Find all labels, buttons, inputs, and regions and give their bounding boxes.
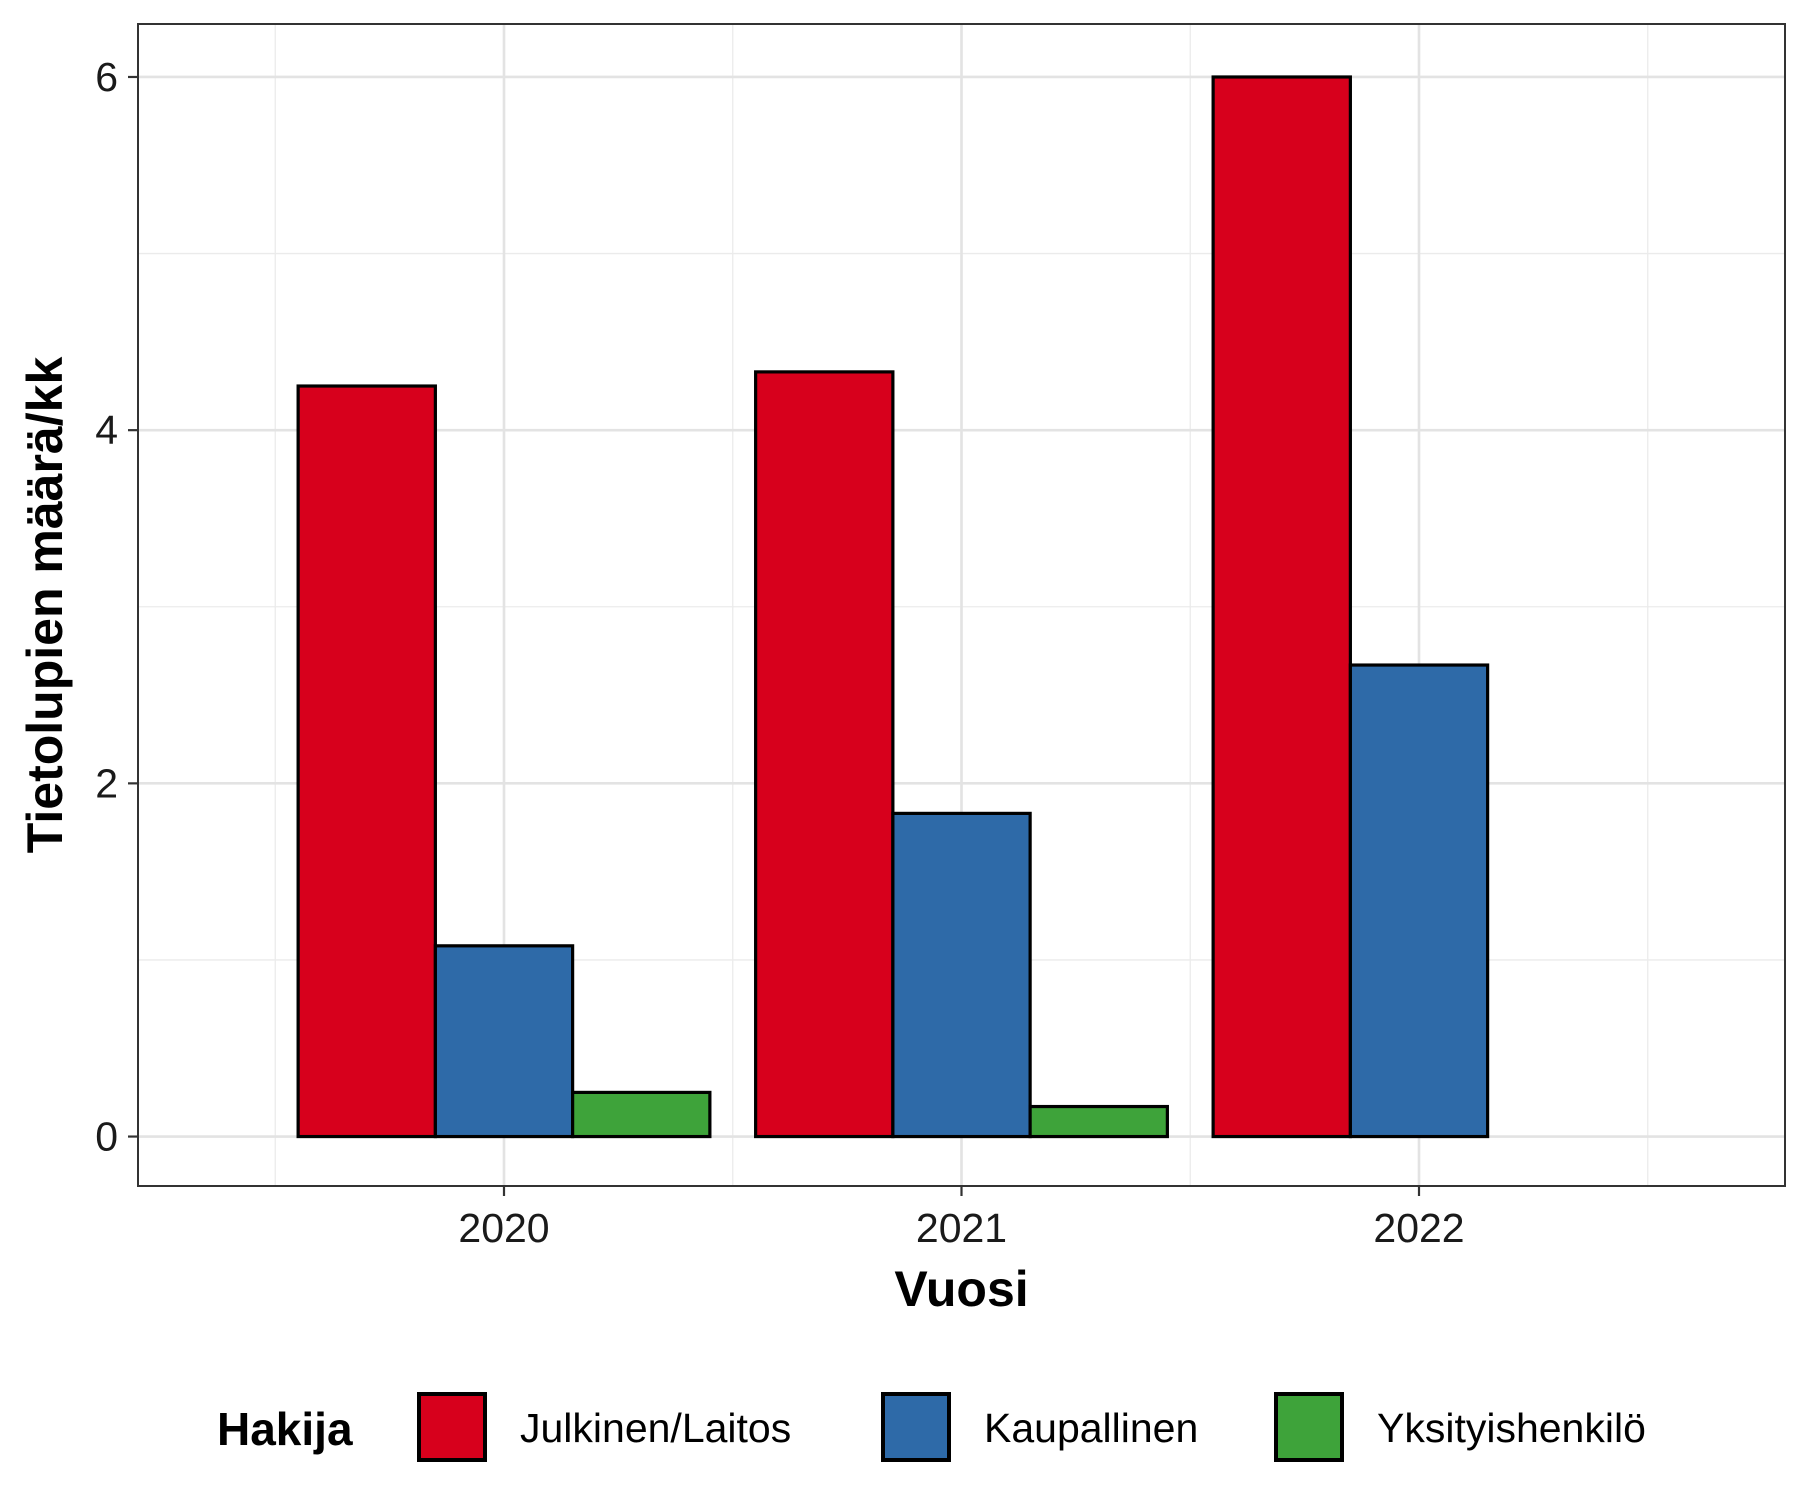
bar-julkinen-laitos-2020 (296, 384, 437, 1139)
y-tick-label: 0 (95, 1114, 118, 1160)
legend-title: Hakija (217, 1403, 353, 1455)
legend-label: Kaupallinen (984, 1405, 1198, 1451)
bar-kaupallinen-2021 (891, 811, 1032, 1139)
x-tick-label: 2020 (458, 1205, 549, 1251)
legend-key-kaupallinen (881, 1392, 951, 1462)
y-tick-label: 6 (95, 54, 118, 100)
y-tick-label: 2 (95, 760, 118, 806)
legend-label: Yksityishenkilö (1377, 1405, 1646, 1451)
x-tick-label: 2021 (916, 1205, 1007, 1251)
x-tick-label: 2022 (1373, 1205, 1464, 1251)
y-tick-label: 4 (95, 407, 118, 453)
legend-key-julkinen-laitos (417, 1392, 487, 1462)
bar-yksityishenkil--2021 (1028, 1104, 1169, 1139)
axes: 0 2 4 6 2020 2021 2022 (95, 54, 1464, 1251)
legend-label: Julkinen/Laitos (520, 1405, 791, 1451)
bar-kaupallinen-2020 (433, 944, 575, 1139)
legend: Hakija Julkinen/Laitos Kaupallinen Yksityi… (217, 1392, 1646, 1462)
y-axis-title: Tietolupien määrä/kk (17, 357, 73, 854)
legend-key-yksityishenkil- (1274, 1392, 1344, 1462)
bar-yksityishenkil--2020 (571, 1090, 712, 1139)
bar-julkinen-laitos-2021 (754, 370, 895, 1139)
bar-kaupallinen-2022 (1348, 663, 1490, 1139)
bar-julkinen-laitos-2022 (1211, 75, 1352, 1139)
x-axis-title: Vuosi (894, 1261, 1028, 1317)
bars (296, 75, 1490, 1139)
